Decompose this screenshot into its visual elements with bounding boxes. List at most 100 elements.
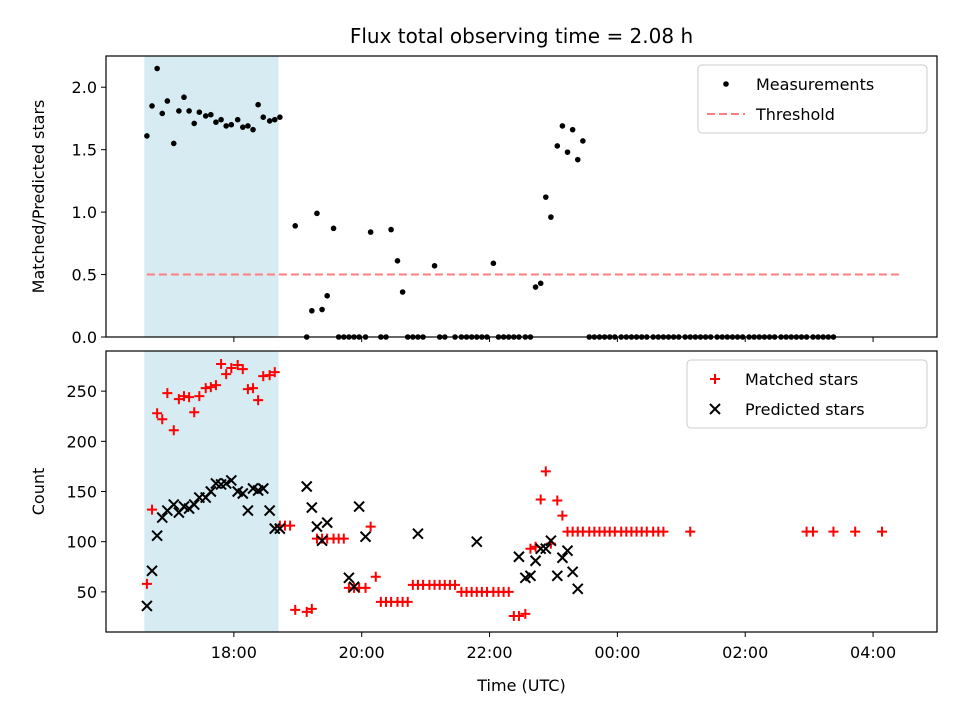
- measurement-point: [569, 126, 576, 133]
- measurement-point: [574, 156, 581, 163]
- predicted-stars-point: [225, 474, 237, 487]
- measurement-point: [388, 226, 394, 233]
- predicted-stars-point: [524, 570, 537, 582]
- matched-stars-point: [189, 407, 200, 418]
- bottom-ytick-label: 50: [77, 583, 97, 602]
- bottom-y-axis-label: Count: [29, 468, 48, 516]
- matched-stars-point: [807, 526, 818, 537]
- bottom-legend: [686, 359, 928, 429]
- bottom-ytick-label: 150: [66, 483, 97, 502]
- predicted-stars-point: [301, 480, 313, 493]
- matched-stars-point: [535, 494, 546, 505]
- x-axis-label: Time (UTC): [476, 676, 565, 695]
- matched-stars-point: [450, 579, 461, 590]
- predicted-stars-point: [156, 511, 168, 524]
- matched-stars-point: [205, 382, 216, 393]
- matched-stars-point: [365, 521, 376, 532]
- predicted-stars-point: [540, 542, 552, 555]
- measurement-point: [324, 292, 330, 299]
- predicted-stars-point: [343, 572, 355, 584]
- legend-label: Matched stars: [745, 370, 858, 389]
- measurement-point: [191, 120, 198, 127]
- bottom-xtick-label: 02:00: [722, 643, 768, 662]
- top-axes-frame: [105, 55, 938, 338]
- predicted-stars-point: [348, 581, 360, 593]
- matched-stars-point: [242, 384, 253, 395]
- bottom-xtick-label: 18:00: [211, 643, 257, 662]
- measurement-point: [330, 225, 337, 232]
- top-ytick-label: 2.0: [72, 78, 97, 97]
- measurement-point: [564, 149, 571, 155]
- matched-stars-point: [290, 604, 301, 615]
- matched-stars-point: [520, 608, 531, 619]
- matched-stars-point: [216, 359, 227, 370]
- top-ytick-label: 0.0: [72, 328, 97, 347]
- matched-stars-point: [850, 526, 861, 537]
- matched-stars-point: [184, 392, 195, 403]
- matched-stars-point: [194, 391, 205, 402]
- predicted-stars-point: [566, 566, 579, 578]
- legend-label: Threshold: [755, 105, 835, 124]
- matched-stars-point: [269, 367, 280, 378]
- bottom-xtick-label: 00:00: [594, 643, 640, 662]
- bottom-series-matched-stars: [141, 359, 888, 621]
- measurement-point: [542, 194, 549, 200]
- top-observing-window: [144, 56, 279, 337]
- top-series-measurements: [144, 65, 837, 340]
- measurement-point: [367, 229, 374, 235]
- measurement-point: [159, 110, 166, 117]
- bottom-ytick-label: 200: [66, 432, 97, 451]
- measurement-point: [559, 123, 566, 129]
- legend-label: Predicted stars: [745, 400, 865, 419]
- measurement-point: [239, 124, 246, 130]
- predicted-stars-point: [146, 565, 158, 577]
- predicted-stars-point: [237, 487, 249, 500]
- matched-stars-point: [226, 363, 237, 374]
- matched-stars-point: [221, 369, 232, 380]
- measurement-point: [186, 108, 192, 114]
- matched-stars-point: [402, 596, 413, 607]
- matched-stars-point: [173, 394, 184, 405]
- measurement-point: [250, 126, 256, 133]
- measurement-point: [208, 111, 214, 118]
- measurement-point: [176, 108, 182, 114]
- measurement-point: [202, 113, 209, 119]
- predicted-stars-point: [257, 482, 269, 495]
- predicted-stars-point: [274, 522, 286, 535]
- matched-stars-point: [360, 582, 371, 593]
- predicted-stars-point: [151, 529, 163, 542]
- predicted-stars-point: [316, 534, 328, 547]
- predicted-stars-point: [269, 522, 281, 535]
- predicted-stars-point: [561, 545, 574, 557]
- measurement-point: [234, 116, 241, 123]
- measurement-point: [548, 214, 554, 220]
- predicted-stars-point: [263, 504, 276, 517]
- matched-stars-point: [370, 571, 381, 582]
- matched-stars-point: [540, 466, 551, 477]
- matched-stars-point: [557, 510, 568, 521]
- predicted-stars-point: [168, 498, 180, 511]
- measurement-point: [228, 121, 235, 128]
- predicted-stars-point: [529, 555, 542, 567]
- measurement-point: [532, 284, 539, 290]
- predicted-stars-point: [141, 600, 153, 612]
- matched-stars-point: [552, 495, 563, 506]
- predicted-stars-point: [242, 504, 254, 517]
- matched-stars-point: [178, 391, 189, 402]
- matched-stars-point: [147, 504, 158, 515]
- predicted-stars-point: [556, 552, 569, 564]
- top-ytick-label: 0.5: [72, 266, 97, 285]
- matched-stars-point: [525, 543, 536, 554]
- measurement-point: [218, 116, 224, 123]
- matched-stars-point: [258, 371, 269, 382]
- predicted-stars-point: [220, 477, 232, 490]
- measurement-point: [271, 116, 278, 123]
- matched-stars-point: [210, 380, 221, 391]
- measurement-point: [399, 289, 406, 295]
- chart-title: Flux total observing time = 2.08 h: [350, 24, 693, 48]
- measurement-point: [245, 123, 251, 129]
- predicted-stars-point: [551, 570, 564, 582]
- bottom-series-predicted-stars: [141, 474, 584, 612]
- measurement-point: [580, 138, 586, 144]
- matched-stars-point: [658, 526, 669, 537]
